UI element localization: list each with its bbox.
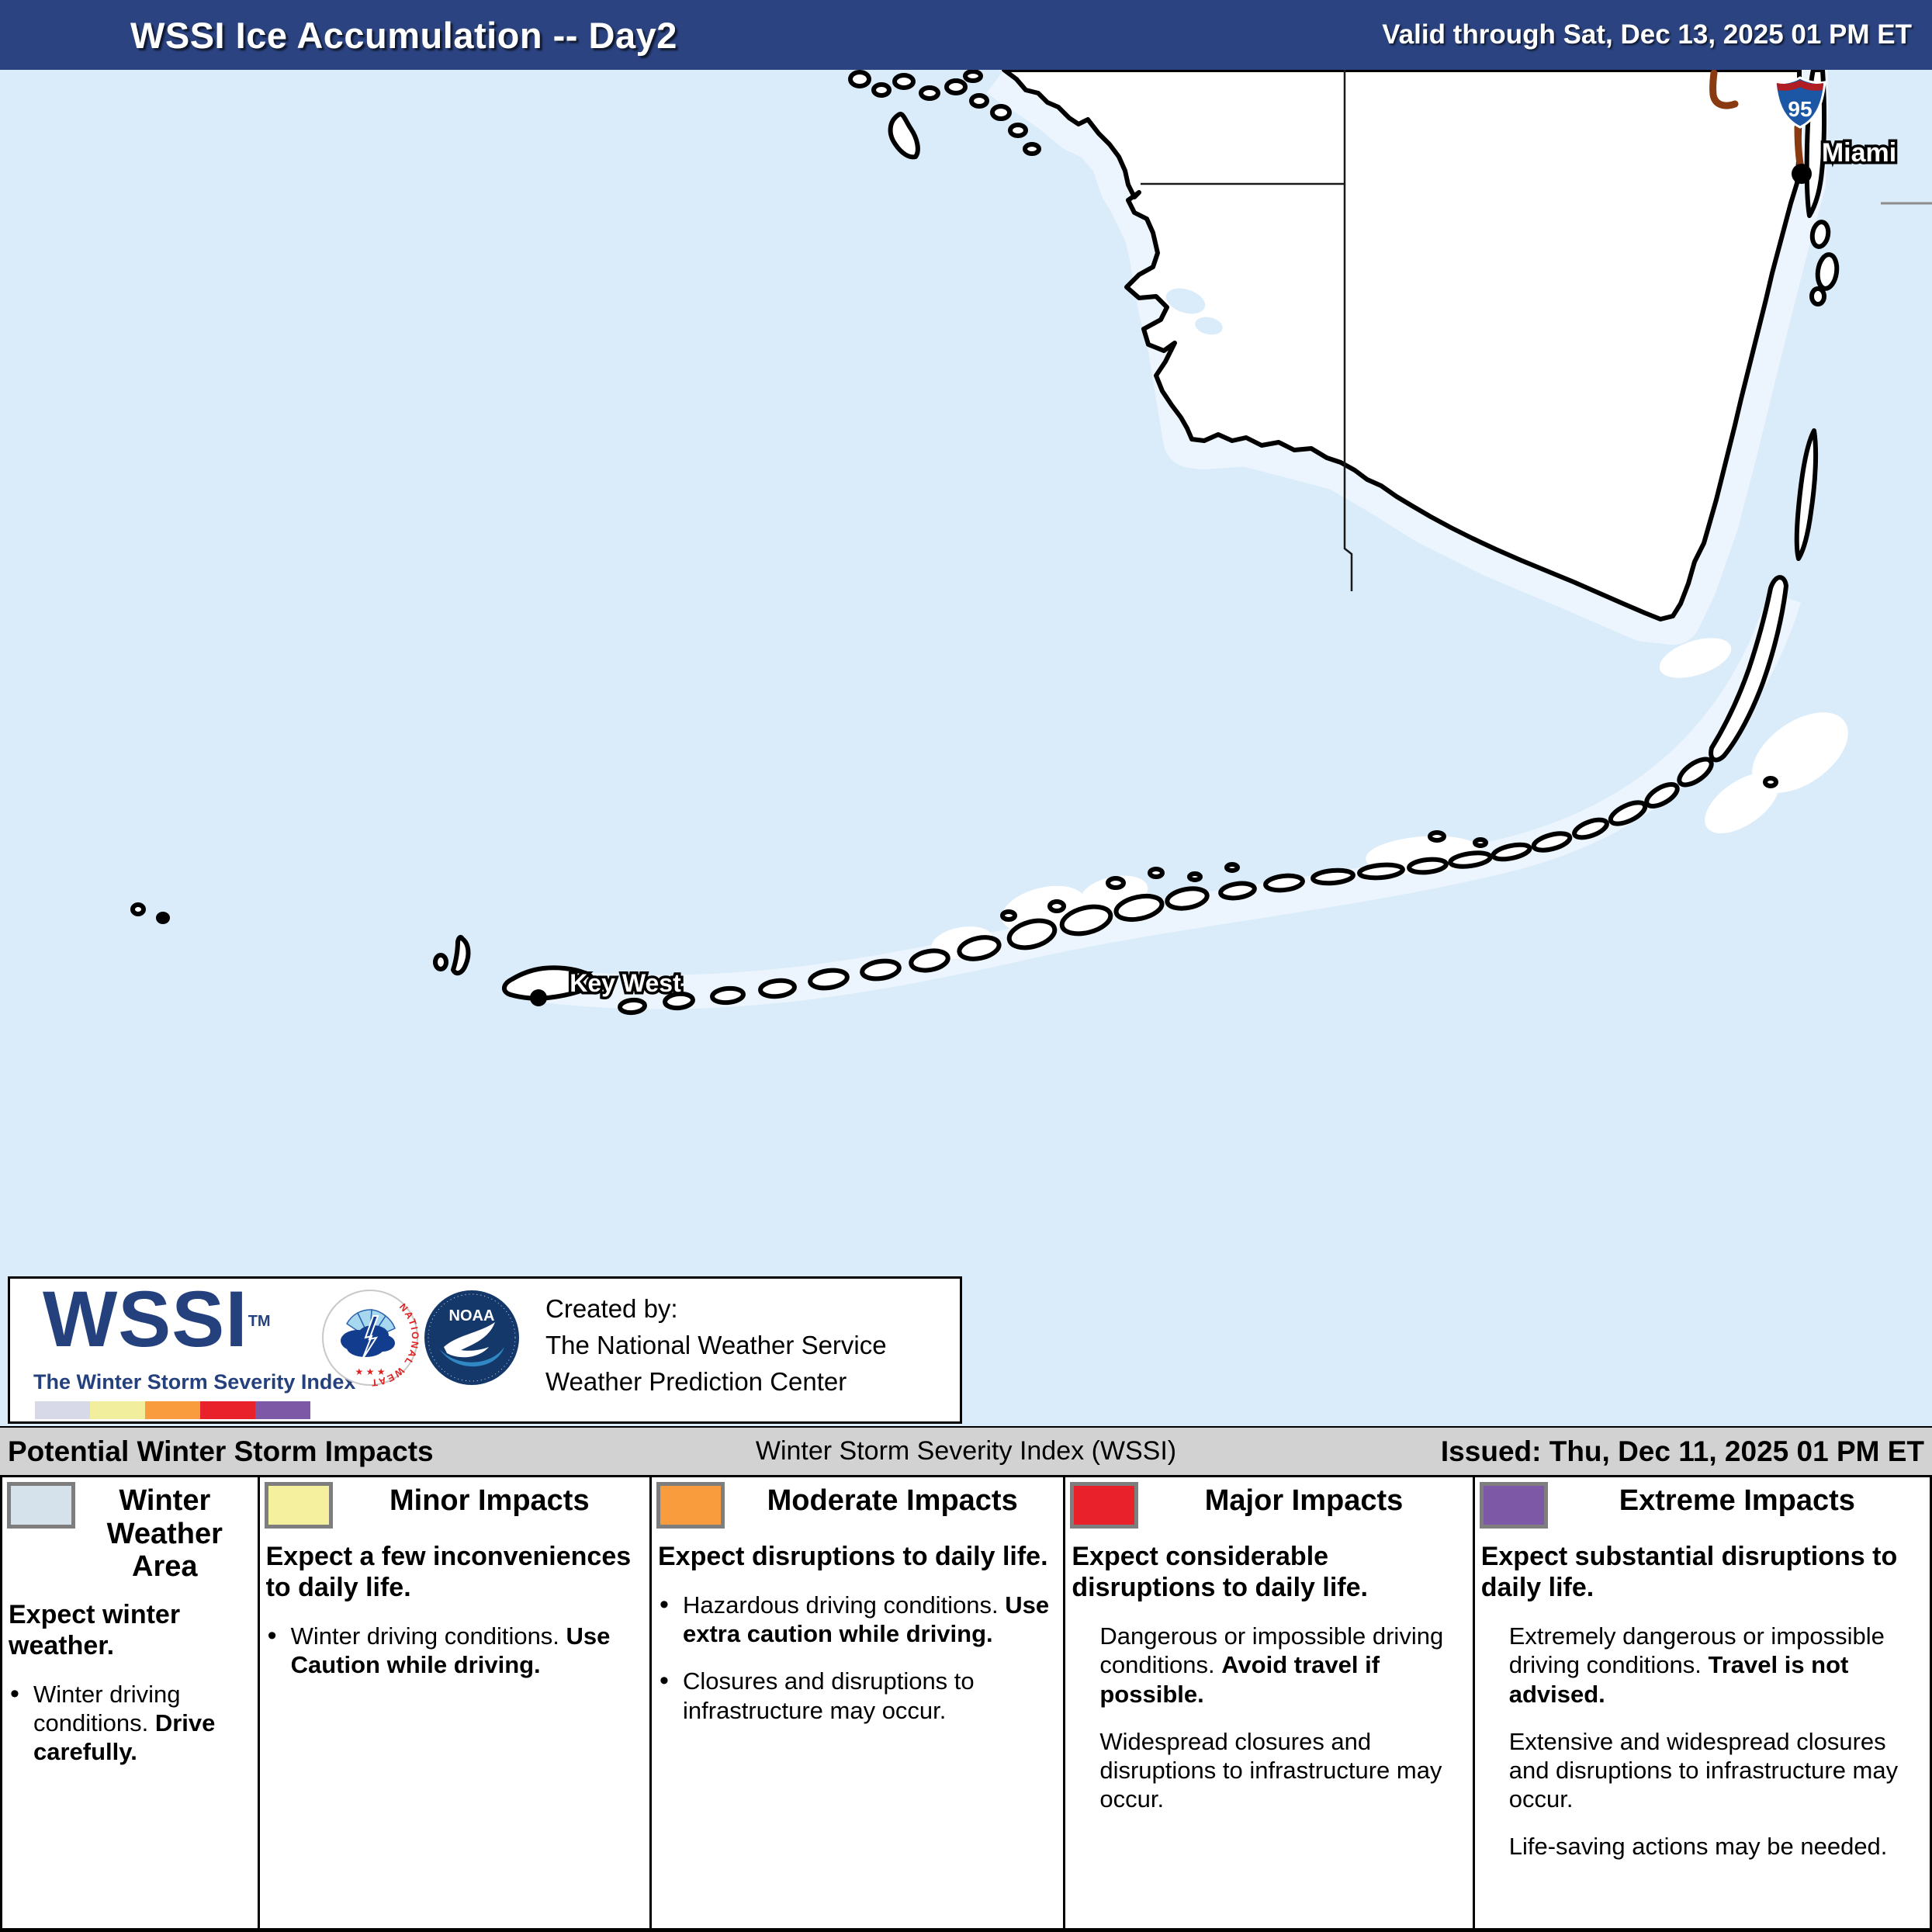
shield-95-number: 95 bbox=[1788, 97, 1812, 121]
legend-title: Winter Weather Area bbox=[106, 1484, 223, 1584]
bullet-icon: • bbox=[267, 1621, 277, 1651]
svg-text:★ ★ ★: ★ ★ ★ bbox=[355, 1366, 386, 1377]
org-line1: The National Weather Service bbox=[545, 1330, 887, 1359]
moderate-impacts-swatch bbox=[656, 1482, 725, 1529]
legend-item: Life-saving actions may be needed. bbox=[1508, 1833, 1888, 1861]
wssi-index-label: Winter Storm Severity Index (WSSI) bbox=[755, 1436, 1177, 1466]
bullet-icon: • bbox=[660, 1590, 669, 1620]
legend-title: Extreme Impacts bbox=[1619, 1484, 1855, 1517]
interior-bays bbox=[1165, 288, 1223, 335]
legend-title: Minor Impacts bbox=[390, 1484, 590, 1517]
winter-weather-swatch bbox=[7, 1482, 75, 1529]
minor-impacts-swatch bbox=[264, 1482, 333, 1529]
legend-summary: Expect considerable disruptions to daily… bbox=[1072, 1542, 1368, 1603]
key-west-label: Key West bbox=[570, 969, 681, 997]
legend-column-winter-weather-area: Winter Weather Area Expect winter weathe… bbox=[2, 1477, 260, 1928]
bullet-icon: • bbox=[660, 1666, 669, 1696]
page-title: WSSI Ice Accumulation -- Day2 bbox=[130, 14, 677, 56]
nws-logo-icon: NATIONAL WEATHER SERVICE ★ ★ ★ bbox=[320, 1288, 419, 1387]
info-bar: Potential Winter Storm Impacts Winter St… bbox=[0, 1426, 1932, 1477]
bullet-icon: • bbox=[10, 1678, 19, 1709]
legend-title: Major Impacts bbox=[1204, 1484, 1404, 1517]
south-florida-map: 95 Miami Key West bbox=[0, 70, 1932, 1426]
interstate-95-shield: 95 bbox=[1774, 76, 1826, 129]
legend-column-major-impacts: Major Impacts Expect considerable disrup… bbox=[1065, 1477, 1475, 1928]
header-bar: WSSI Ice Accumulation -- Day2 Valid thro… bbox=[0, 0, 1932, 70]
valid-through-label: Valid through Sat, Dec 13, 2025 01 PM ET bbox=[1382, 19, 1912, 50]
noaa-text: NOAA bbox=[449, 1307, 495, 1324]
legend-item: • Closures and disruptions to infrastruc… bbox=[660, 1666, 975, 1724]
legend-item: Extremely dangerous or impossible drivin… bbox=[1508, 1622, 1885, 1708]
org-line2: Weather Prediction Center bbox=[545, 1366, 847, 1396]
county-lines bbox=[1141, 70, 1932, 591]
legend-item: • Winter driving conditions. Use Caution… bbox=[267, 1621, 611, 1679]
created-by-label: Created by: bbox=[545, 1294, 678, 1323]
legend-item: Widespread closures and disruptions to i… bbox=[1099, 1727, 1442, 1813]
noaa-logo-icon: NOAA bbox=[424, 1290, 519, 1385]
extreme-impacts-swatch bbox=[1479, 1482, 1548, 1529]
issued-label: Issued: Thu, Dec 11, 2025 01 PM ET bbox=[1440, 1435, 1924, 1467]
legend-column-extreme-impacts: Extreme Impacts Expect substantial disru… bbox=[1475, 1477, 1930, 1928]
major-impacts-swatch bbox=[1070, 1482, 1139, 1529]
legend-column-moderate-impacts: Moderate Impacts Expect disruptions to d… bbox=[652, 1477, 1066, 1928]
legend-column-minor-impacts: Minor Impacts Expect a few inconvenience… bbox=[260, 1477, 652, 1928]
key-west-marker bbox=[530, 989, 547, 1006]
miami-marker bbox=[1792, 164, 1812, 184]
wssi-tagline: The Winter Storm Severity Index bbox=[33, 1370, 356, 1394]
legend-item: • Hazardous driving conditions. Use extr… bbox=[660, 1590, 1050, 1648]
impacts-heading: Potential Winter Storm Impacts bbox=[8, 1435, 434, 1467]
legend-summary: Expect winter weather. bbox=[9, 1599, 181, 1660]
legend-summary: Expect disruptions to daily life. bbox=[658, 1542, 1048, 1571]
wssi-wordmark: WSSITM bbox=[43, 1275, 271, 1363]
created-by-block: Created by: The National Weather Service… bbox=[545, 1291, 949, 1401]
legend-item: • Winter driving conditions. Drive caref… bbox=[10, 1678, 216, 1766]
wssi-severity-colorbar bbox=[35, 1401, 310, 1419]
miami-label: Miami bbox=[1822, 138, 1896, 168]
wssi-logo-box: WSSITM The Winter Storm Severity Index N… bbox=[8, 1276, 962, 1424]
legend-summary: Expect a few inconveniences to daily lif… bbox=[265, 1542, 632, 1603]
legend-title: Moderate Impacts bbox=[767, 1484, 1018, 1517]
legend-item: Dangerous or impossible driving conditio… bbox=[1099, 1622, 1444, 1708]
trademark-symbol: TM bbox=[248, 1313, 271, 1330]
impact-legend: Winter Weather Area Expect winter weathe… bbox=[0, 1477, 1932, 1932]
florida-mainland bbox=[1002, 70, 1802, 621]
islands bbox=[130, 70, 1840, 1016]
legend-item: Extensive and widespread closures and di… bbox=[1508, 1727, 1899, 1813]
weather-map: 95 Miami Key West bbox=[0, 70, 1932, 1426]
legend-summary: Expect substantial disruptions to daily … bbox=[1480, 1542, 1898, 1603]
